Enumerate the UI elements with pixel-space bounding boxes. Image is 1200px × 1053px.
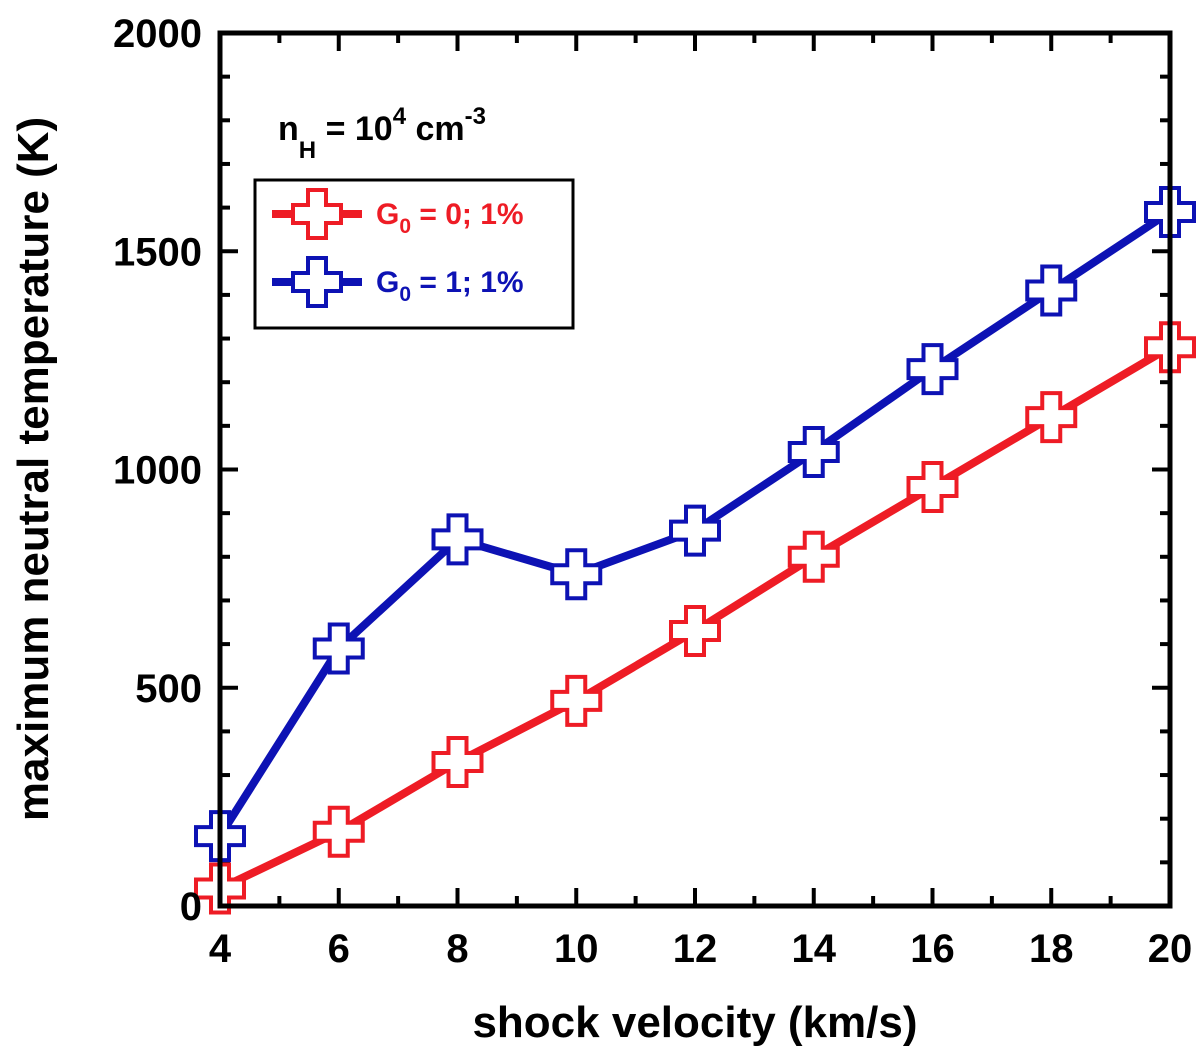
x-tick-label-2: 8 — [446, 927, 468, 971]
series-layer — [194, 185, 1196, 915]
legend: G0 = 0; 1% G0 = 1; 1% — [253, 178, 575, 330]
y-axis-label: maximum neutral temperature (K) — [9, 117, 58, 821]
x-tick-label-8: 20 — [1148, 927, 1193, 971]
series-0-point-5 — [787, 530, 840, 583]
series-0-point-4 — [669, 605, 721, 658]
y-tick-label-0: 0 — [180, 885, 202, 929]
ticks-layer — [218, 31, 1172, 908]
density-annotation-sup: 4 — [393, 103, 407, 130]
density-annotation-mid: = 10 — [316, 110, 393, 148]
legend-label-1-rest: = 1; 1% — [411, 266, 524, 299]
tick-labels-layer: 4 6 8 10 12 14 16 18 20 0 500 1000 1500 2000 — [113, 12, 1192, 971]
density-annotation-unit: cm — [406, 110, 465, 148]
series-1-point-5 — [787, 426, 840, 479]
x-tick-label-0: 4 — [209, 927, 232, 971]
plot-area-frame — [217, 30, 1173, 909]
legend-label-1: G0 = 1; 1% — [376, 266, 524, 306]
legend-symbol-1 — [272, 256, 362, 308]
y-tick-label-4: 2000 — [113, 12, 202, 56]
x-tick-label-5: 14 — [792, 927, 837, 971]
x-tick-label-7: 18 — [1029, 927, 1074, 971]
series-0-point-6 — [906, 460, 959, 513]
y-tick-label-1: 500 — [135, 667, 202, 711]
x-tick-label-4: 12 — [673, 927, 718, 971]
legend-entry-1: G0 = 1; 1% — [272, 256, 524, 308]
x-axis-label: shock velocity (km/s) — [472, 998, 917, 1047]
legend-label-0: G0 = 0; 1% — [376, 198, 524, 238]
legend-label-0-sub: 0 — [399, 215, 411, 238]
legend-marker-0 — [291, 188, 343, 240]
series-1-point-3 — [550, 548, 603, 601]
series-1-point-1 — [312, 622, 365, 675]
density-annotation-sub: H — [299, 137, 316, 164]
series-0-point-3 — [550, 674, 603, 727]
series-0-point-7 — [1025, 391, 1078, 444]
density-annotation: nH = 104 cm-3 — [278, 103, 486, 164]
series-1-point-6 — [906, 343, 959, 396]
x-tick-label-3: 10 — [554, 927, 599, 971]
legend-entry-0: G0 = 0; 1% — [272, 188, 524, 240]
legend-label-0-base: G — [376, 198, 399, 231]
legend-label-1-base: G — [376, 266, 399, 299]
density-annotation-base: n — [278, 110, 299, 148]
y-tick-label-3: 1500 — [113, 230, 202, 274]
series-0-point-1 — [312, 805, 365, 858]
series-1-point-4 — [669, 504, 721, 557]
legend-label-1-sub: 0 — [399, 283, 411, 306]
series-1-point-2 — [431, 513, 484, 566]
legend-symbol-0 — [272, 188, 362, 240]
legend-marker-1 — [291, 256, 343, 308]
y-tick-label-2: 1000 — [113, 449, 202, 493]
series-1-point-7 — [1025, 264, 1078, 317]
density-annotation-unit-sup: -3 — [465, 103, 486, 130]
legend-label-0-rest: = 0; 1% — [411, 198, 524, 231]
x-tick-label-6: 16 — [910, 927, 955, 971]
series-0-point-2 — [431, 735, 484, 788]
x-tick-label-1: 6 — [328, 927, 350, 971]
